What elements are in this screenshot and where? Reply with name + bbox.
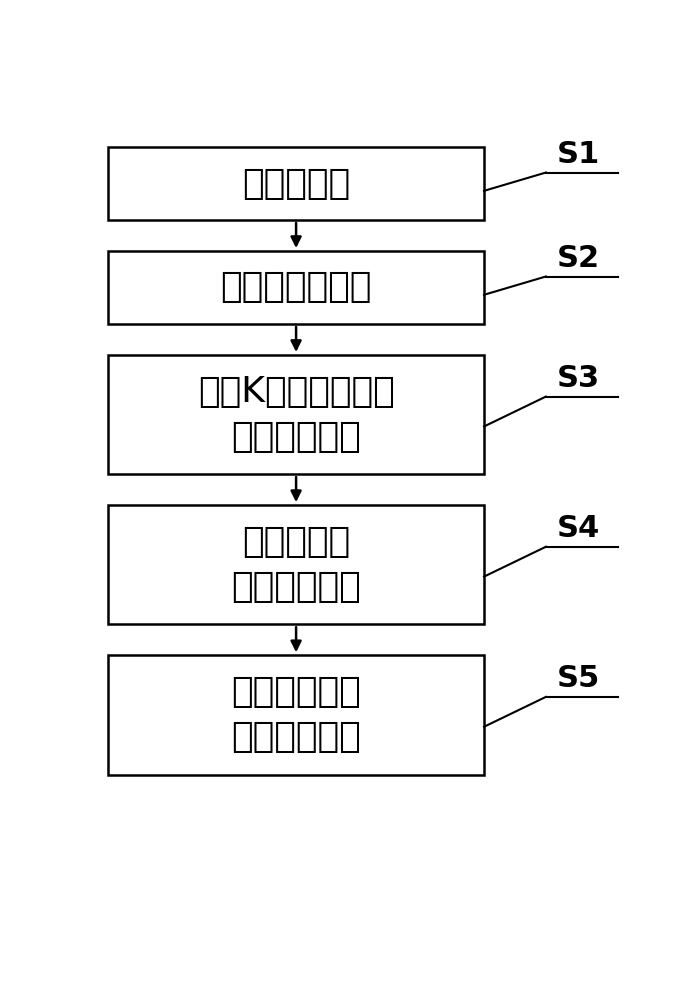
Text: 提取出完整舌体: 提取出完整舌体 [220,270,371,304]
Text: 根据颜色特征
输出诊断结果: 根据颜色特征 输出诊断结果 [231,675,361,754]
Bar [108,655,484,774]
Text: 利用K均值聚类算法
进行苔质分离: 利用K均值聚类算法 进行苔质分离 [198,375,394,454]
Text: S1: S1 [556,140,600,169]
Text: 判断并记录
舌质舌苔颜色: 判断并记录 舌质舌苔颜色 [231,525,361,604]
Bar [108,147,484,220]
Text: S4: S4 [556,514,600,543]
Bar [108,505,484,624]
Bar [108,355,484,474]
Text: S5: S5 [556,664,600,693]
Text: S3: S3 [556,364,599,393]
Text: 采集舌图像: 采集舌图像 [242,167,350,201]
Bar [108,251,484,324]
Text: S2: S2 [556,244,599,273]
